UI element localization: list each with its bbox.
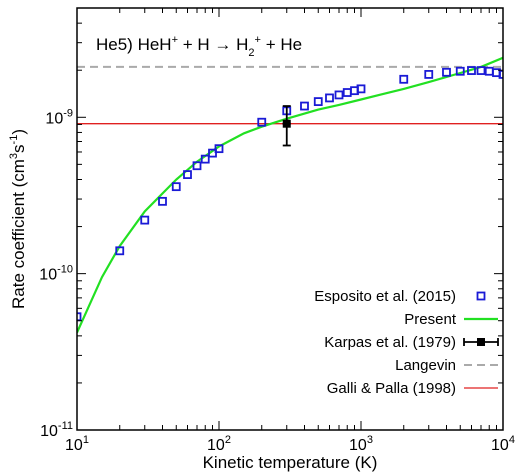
- legend: Esposito et al. (2015) Present Karpas et a…: [314, 288, 499, 397]
- esposito-point: [334, 90, 344, 100]
- chart-title-sup2: +: [255, 34, 261, 46]
- chart-title-sup1: +: [172, 34, 178, 46]
- esposito-point: [455, 66, 465, 76]
- esposito-point: [257, 117, 267, 127]
- legend-symbol-marker: [477, 338, 485, 346]
- esposito-point: [476, 66, 486, 75]
- esposito-point: [442, 67, 451, 77]
- esposito-point: [356, 84, 366, 94]
- esposito-point: [214, 144, 224, 154]
- chart-title-sub: 2: [248, 47, 254, 59]
- y-tick-label: 10-9: [45, 107, 73, 127]
- x-tick-label: 103: [349, 434, 373, 454]
- esposito-point: [399, 74, 409, 84]
- ticks-layer: 101 102 103 104 10-11 10-10 10-9: [39, 7, 515, 454]
- chart-title-prefix: He5) HeH: [96, 35, 172, 54]
- esposito-point: [183, 170, 192, 179]
- karpas-point: [282, 119, 291, 128]
- y-label-sup1: 3: [8, 153, 20, 159]
- esposito-point: [77, 312, 82, 322]
- y-axis-label: Rate coefficient (cm3s-1): [8, 129, 28, 309]
- esposito-point: [115, 246, 125, 256]
- esposito-point: [140, 215, 150, 225]
- esposito-point: [424, 70, 434, 79]
- esposito-point: [300, 101, 309, 111]
- legend-label-esposito-et-al-2015: Esposito et al. (2015): [314, 288, 456, 305]
- legend-label-langevin: Langevin: [395, 357, 456, 374]
- x-tick-label: 102: [207, 434, 231, 454]
- esposito-point: [484, 66, 494, 76]
- esposito-point: [498, 70, 503, 79]
- esposito-point: [158, 196, 167, 206]
- x-axis-label: Kinetic temperature (K): [203, 453, 378, 472]
- y-label-sup2: -1: [8, 135, 20, 145]
- chart-title-suffix: + He: [261, 35, 302, 54]
- esposito-point: [313, 97, 323, 106]
- esposito-point: [208, 148, 217, 158]
- y-tick-label: 10-10: [39, 264, 73, 284]
- esposito-point: [342, 88, 352, 97]
- legend-label-galli-palla-1998: Galli & Palla (1998): [327, 380, 456, 397]
- plot-frame: [76, 7, 504, 431]
- legend-symbol-esposito-et-al-2015: [476, 291, 486, 301]
- chart-title: He5) HeH+ + H → H2+ + He: [96, 34, 302, 59]
- y-label-prefix: Rate coefficient (cm: [9, 159, 28, 309]
- series-layer: [77, 56, 503, 334]
- x-tick-label: 104: [491, 434, 515, 454]
- esposito-point: [325, 93, 334, 103]
- esposito-point: [171, 182, 181, 192]
- x-tick-label: 101: [65, 434, 89, 454]
- y-label-suffix: ): [9, 129, 28, 135]
- esposito-point: [467, 66, 476, 75]
- chart-title-mid: + H → H: [178, 35, 248, 54]
- esposito-point: [192, 161, 202, 171]
- legend-label-karpas-et-al-1979: Karpas et al. (1979): [324, 334, 456, 351]
- esposito-point: [200, 154, 210, 164]
- y-label-mid: s: [9, 144, 28, 153]
- y-tick-label: 10-11: [40, 420, 73, 440]
- legend-label-present: Present: [404, 311, 457, 328]
